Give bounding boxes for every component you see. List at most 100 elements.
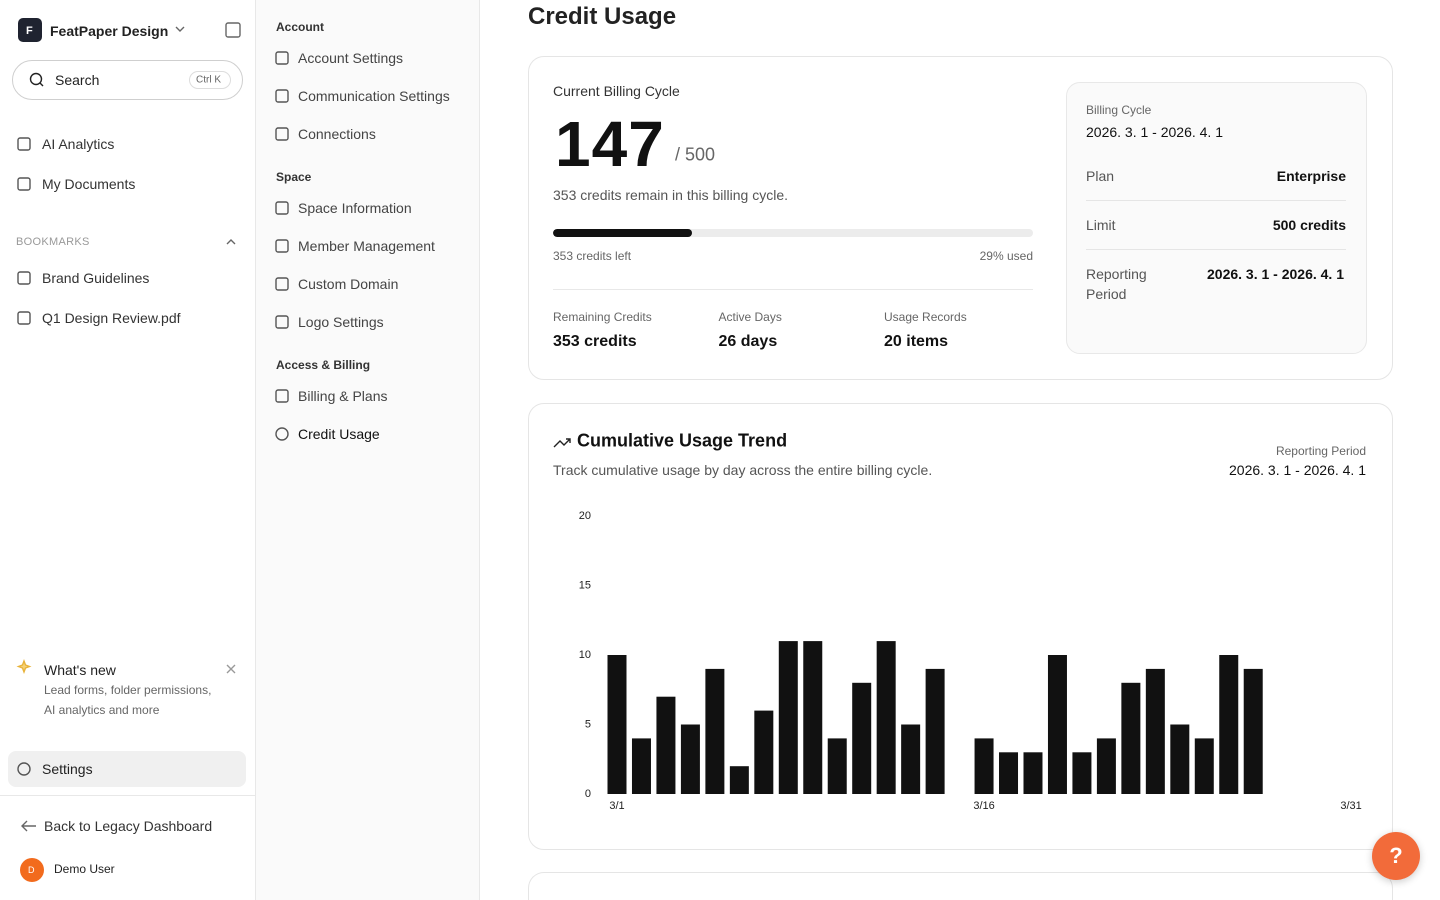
detail-value: 500 credits: [1272, 217, 1346, 233]
settings-item[interactable]: Billing & Plans: [298, 388, 388, 404]
back-link[interactable]: Back to Legacy Dashboard: [44, 818, 213, 834]
detail-value: Enterprise: [1276, 168, 1346, 184]
logo: [18, 18, 42, 42]
card-label: Current Billing Cycle: [553, 83, 680, 99]
stat-label: Usage Records: [884, 310, 967, 324]
icon: [275, 277, 289, 291]
group-title: Space: [276, 170, 312, 184]
progress-track: [553, 229, 1033, 237]
panel-icon[interactable]: [225, 22, 241, 38]
bar: [754, 710, 774, 794]
icon: [17, 762, 31, 776]
bar: [656, 696, 676, 794]
period-label: Reporting Period: [1275, 444, 1366, 458]
whats-new-text: Lead forms, folder permissions, AI analy…: [44, 683, 212, 717]
icon: [275, 51, 289, 65]
detail-label: Plan: [1086, 168, 1115, 184]
search-label[interactable]: Search: [55, 72, 100, 88]
stat-value: 353 credits: [553, 333, 637, 350]
bar: [1145, 668, 1165, 794]
search-box[interactable]: [12, 60, 243, 100]
icon: [275, 127, 289, 141]
chart: 0 5 10 15 20 3/1 3/16 3/31: [579, 510, 1362, 812]
bar: [827, 738, 847, 794]
bar: [852, 682, 872, 794]
bookmark[interactable]: Q1 Design Review.pdf: [42, 310, 181, 326]
group-title: Access & Billing: [276, 358, 371, 372]
chevron-icon[interactable]: [175, 26, 185, 32]
period-value: 2026. 3. 1 - 2026. 4. 1: [1229, 462, 1366, 478]
progress-label: 29% used: [979, 249, 1033, 263]
bar: [729, 766, 749, 794]
progress-fill: [553, 229, 693, 237]
bar: [1121, 682, 1141, 794]
close-icon[interactable]: [226, 664, 236, 674]
y-tick-label: 5: [585, 718, 591, 730]
icon: [17, 311, 31, 325]
trend-icon: [553, 438, 571, 448]
page-title: Credit Usage: [528, 3, 677, 30]
help-button[interactable]: [1372, 832, 1420, 880]
detail-value: 2026. 3. 1 - 2026. 4. 1: [1207, 266, 1344, 282]
y-tick-label: 0: [585, 788, 591, 800]
sidebar-divider: [0, 795, 255, 796]
icon: [17, 137, 31, 151]
bar: [1170, 724, 1190, 794]
x-tick-label: 3/16: [973, 800, 994, 812]
x-tick-label: 3/31: [1340, 800, 1361, 812]
back-icon[interactable]: [21, 820, 36, 832]
group-title: Account: [276, 20, 324, 34]
bar: [1047, 655, 1067, 794]
settings-item[interactable]: Custom Domain: [298, 276, 399, 292]
settings-item[interactable]: Account Settings: [298, 50, 404, 66]
icon: [275, 201, 289, 215]
y-tick-label: 10: [579, 649, 591, 661]
settings-link[interactable]: Settings: [42, 761, 93, 777]
icon: [275, 239, 289, 253]
detail-label: Limit: [1086, 217, 1116, 233]
bookmark[interactable]: Brand Guidelines: [42, 270, 150, 286]
limit: / 500: [675, 144, 716, 165]
bar: [999, 752, 1019, 794]
section-title: BOOKMARKS: [16, 236, 90, 248]
sparkle-icon: [16, 659, 32, 674]
workspace-name[interactable]: FeatPaper Design: [50, 23, 169, 39]
bar: [974, 738, 994, 794]
icon: [275, 427, 289, 441]
nav-item[interactable]: My Documents: [42, 176, 136, 192]
stat-label: Remaining Credits: [553, 310, 652, 324]
divider: [553, 289, 1033, 290]
chart-subtitle: Track cumulative usage by day across the…: [553, 462, 933, 478]
search-icon: [39, 82, 44, 87]
user-name[interactable]: Demo User: [54, 862, 115, 876]
settings-item[interactable]: Connections: [298, 126, 376, 142]
chart-title: Cumulative Usage Trend: [577, 430, 788, 451]
card: [528, 56, 1393, 380]
settings-item[interactable]: Space Information: [298, 200, 412, 216]
divider: [1086, 200, 1346, 201]
bar: [1023, 752, 1043, 794]
sidebar: [0, 0, 256, 900]
x-tick-label: 3/1: [609, 800, 624, 812]
avatar: [20, 858, 44, 882]
settings-item[interactable]: Logo Settings: [298, 314, 384, 330]
settings-item[interactable]: Credit Usage: [298, 426, 380, 442]
nav-item[interactable]: AI Analytics: [42, 136, 115, 152]
settings-item[interactable]: Member Management: [298, 238, 435, 254]
shortcut: Ctrl K: [196, 74, 221, 86]
settings-highlight[interactable]: [8, 751, 246, 787]
detail-label: Billing Cycle: [1086, 103, 1152, 117]
settings-item[interactable]: Communication Settings: [298, 88, 450, 104]
card: [528, 872, 1393, 900]
bar: [901, 724, 921, 794]
collapse-icon[interactable]: [226, 239, 236, 245]
stat-value: 26 days: [718, 333, 778, 350]
progress-label: 353 credits left: [553, 249, 632, 263]
detail-value: 2026. 3. 1 - 2026. 4. 1: [1086, 124, 1223, 140]
icon: [275, 315, 289, 329]
help-label[interactable]: ?: [1389, 843, 1403, 868]
bar: [778, 641, 798, 794]
card: [528, 403, 1393, 850]
